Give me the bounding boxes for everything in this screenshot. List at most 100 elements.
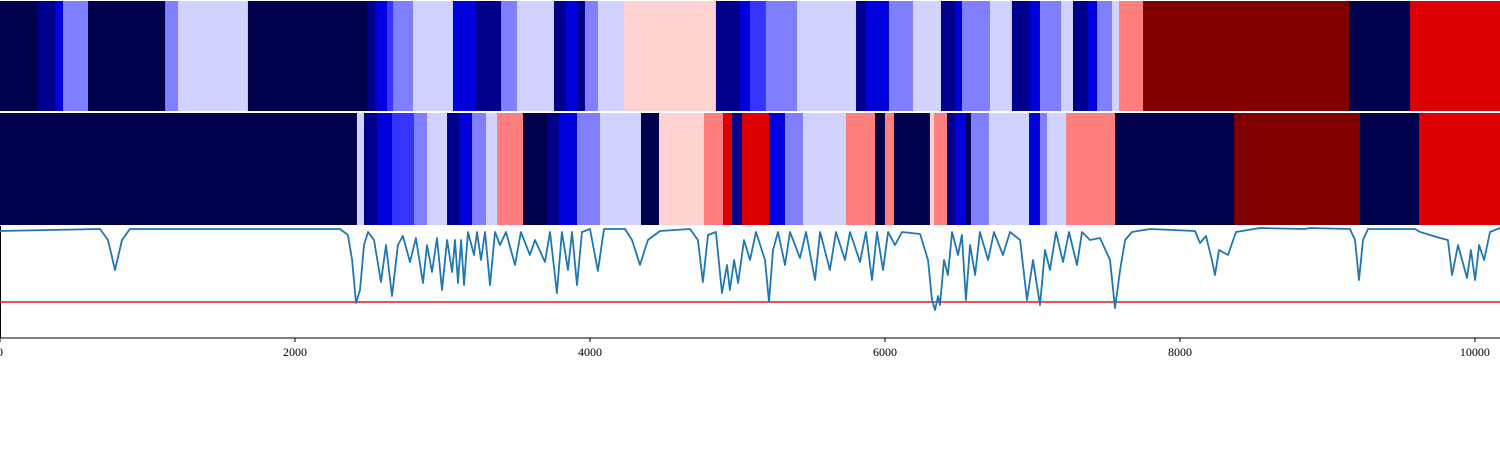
strip-segment [1088, 1, 1098, 111]
strip-segment [178, 1, 249, 111]
strip-segment [1066, 113, 1116, 225]
strip-segment [884, 113, 895, 225]
strip-segment [624, 1, 717, 111]
x-tick-label: 8000 [1168, 345, 1192, 359]
strip-segment [1097, 1, 1113, 111]
strip-segment [1234, 113, 1361, 225]
strip-segment [426, 113, 448, 225]
strip-segment [1119, 1, 1144, 111]
strip-segment [414, 113, 428, 225]
data-line [0, 227, 1500, 311]
strip-segment [703, 113, 724, 225]
strip-segment [888, 1, 914, 111]
strip-segment [412, 1, 454, 111]
strip-segment [584, 1, 599, 111]
strip-segment [447, 113, 460, 225]
strip-segment [750, 1, 767, 111]
strip-segment [578, 1, 586, 111]
strip-segment [934, 113, 948, 225]
strip-segment [247, 1, 368, 111]
strip-segment [1061, 1, 1074, 111]
strip-segment [452, 1, 476, 111]
strip-segment [475, 1, 502, 111]
x-tick-label: 4000 [578, 345, 602, 359]
strip-segment [1111, 1, 1120, 111]
strip-segment [966, 113, 972, 225]
strip-segment [875, 113, 886, 225]
strip-segment [955, 113, 967, 225]
strip-segment [0, 1, 39, 111]
strip-segment [38, 1, 56, 111]
strip-segment [1029, 1, 1041, 111]
strip-segment [739, 1, 751, 111]
strip-segment [566, 1, 579, 111]
strip-segment [1115, 113, 1235, 225]
strip-segment [501, 1, 518, 111]
x-tick-label: 6000 [873, 345, 897, 359]
strip-segment [393, 1, 414, 111]
strip-segment [523, 113, 548, 225]
strip-segment [356, 113, 365, 225]
strip-segment [364, 113, 378, 225]
x-tick-label: 0 [0, 345, 3, 359]
strip-segment [912, 1, 942, 111]
strip-segment [1360, 113, 1420, 225]
strip-segment [1039, 1, 1062, 111]
strip-segment [471, 113, 487, 225]
x-tick-label: 10000 [1460, 345, 1490, 359]
strip-segment [62, 1, 89, 111]
strip-segment [941, 1, 956, 111]
strip-segment [597, 1, 625, 111]
strip-segment [1410, 1, 1500, 111]
strip-segment [846, 113, 876, 225]
strip-segment [723, 113, 733, 225]
strip-segment [1039, 113, 1048, 225]
strip-segment [970, 113, 990, 225]
strip-segment [375, 1, 388, 111]
strip-segment [1143, 1, 1350, 111]
strip-segment [658, 113, 705, 225]
strip-segment [1029, 113, 1041, 225]
strip-segment [1348, 1, 1411, 111]
strip-segment [715, 1, 741, 111]
strip-segment [392, 113, 415, 225]
strip-segment [802, 113, 847, 225]
strip-segment [947, 113, 956, 225]
strip-segment [558, 113, 578, 225]
strip-segment [387, 1, 394, 111]
strip-segment [485, 113, 498, 225]
strip-segment [797, 1, 857, 111]
strip-segment [742, 113, 770, 225]
strip-segment [497, 113, 524, 225]
strip-segment [88, 1, 166, 111]
strip-segment [1047, 113, 1067, 225]
strip-segment [458, 113, 473, 225]
strip-segment [1073, 1, 1089, 111]
strip-segment [376, 113, 393, 225]
x-tick-label: 2000 [283, 345, 307, 359]
strip-segment [55, 1, 64, 111]
strip-segment [784, 113, 804, 225]
strip-segment [769, 113, 786, 225]
strip-segment [989, 1, 1013, 111]
strip-segment [893, 113, 931, 225]
strip-segment [765, 1, 798, 111]
strip-segment [0, 113, 358, 225]
strip-segment [1011, 1, 1031, 111]
strip-segment [929, 113, 935, 225]
strip-segment [576, 113, 601, 225]
strip-segment [641, 113, 660, 225]
strip-segment [516, 1, 555, 111]
strip-segment [955, 1, 963, 111]
strip-segment [865, 1, 890, 111]
strip-segment [856, 1, 867, 111]
strip-segment [732, 113, 743, 225]
strip-segment [547, 113, 560, 225]
strip-segment [961, 1, 991, 111]
strip-segment [988, 113, 1030, 225]
strip-segment [553, 1, 567, 111]
strip-segment [366, 1, 376, 111]
strip-segment [600, 113, 642, 225]
strip-segment [1419, 113, 1500, 225]
